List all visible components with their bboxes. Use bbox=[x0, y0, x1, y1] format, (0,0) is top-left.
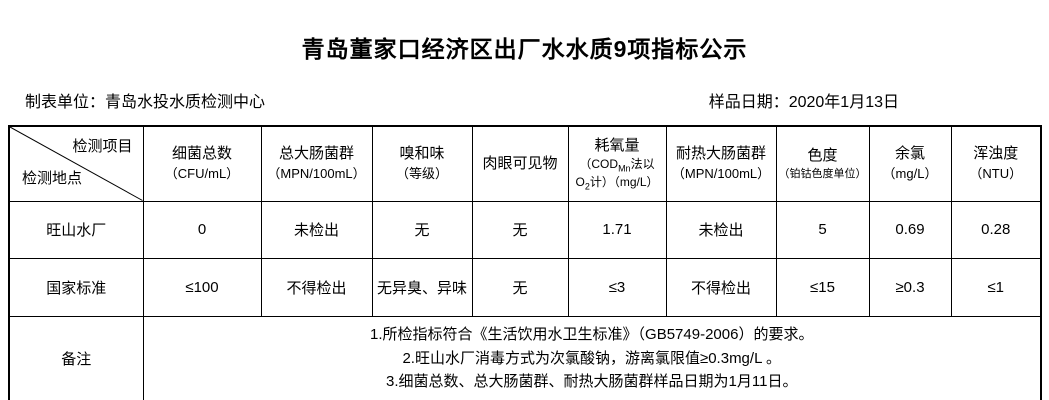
cell-value: 无 bbox=[471, 257, 569, 317]
header-unit: （mg/L） bbox=[882, 166, 938, 182]
header-cell-total-coliform: 总大肠菌群 （MPN/100mL） bbox=[260, 125, 373, 202]
header-title: 浑浊度 bbox=[973, 145, 1019, 163]
cell-value: ≤1 bbox=[950, 257, 1042, 317]
meta-row: 制表单位：青岛水投水质检测中心 样品日期：2020年1月13日 bbox=[25, 88, 899, 112]
header-unit: （等级） bbox=[395, 166, 448, 182]
header-unit: （CODMn法以 bbox=[579, 156, 655, 173]
cell-value: 5 bbox=[775, 200, 870, 259]
prepared-by-text: 制表单位：青岛水投水质检测中心 bbox=[25, 94, 266, 111]
header-cell-turbidity: 浑浊度 （NTU） bbox=[950, 125, 1042, 202]
header-unit: （NTU） bbox=[969, 166, 1023, 182]
header-title: 嗅和味 bbox=[399, 145, 445, 163]
header-title: 耗氧量 bbox=[594, 136, 640, 154]
header-cell-thermotolerant-coliform: 耐热大肠菌群 （MPN/100mL） bbox=[665, 125, 777, 202]
cell-value: ≤100 bbox=[142, 257, 262, 317]
header-unit: （MPN/100mL） bbox=[267, 166, 366, 182]
cell-value: 0 bbox=[142, 200, 262, 259]
cell-value: 无异臭、异味 bbox=[371, 257, 473, 317]
cell-value: 不得检出 bbox=[260, 257, 373, 317]
header-title: 肉眼可见物 bbox=[482, 154, 558, 172]
cell-value: 未检出 bbox=[665, 200, 777, 259]
header-row: 检测项目 检测地点 细菌总数 （CFU/mL） 总大肠菌群 （MPN/100mL… bbox=[8, 125, 1042, 202]
cell-value: 无 bbox=[371, 200, 473, 259]
header-cell-visible-matter: 肉眼可见物 bbox=[471, 125, 569, 202]
table-row-wangshan-plant: 旺山水厂 0 未检出 无 无 1.71 未检出 5 0.69 0.28 bbox=[8, 200, 1042, 259]
header-title: 色度 bbox=[807, 146, 838, 164]
cell-value: ≤3 bbox=[567, 257, 667, 317]
cell-value: 0.69 bbox=[868, 200, 952, 259]
sample-date-text: 样品日期：2020年1月13日 bbox=[708, 94, 899, 111]
header-unit: O2计）（mg/L） bbox=[575, 174, 659, 192]
remarks-label: 备注 bbox=[8, 315, 144, 400]
cell-value: 未检出 bbox=[260, 200, 373, 259]
remark-line: 1.所检指标符合《生活饮用水卫生标准》（GB5749-2006）的要求。 bbox=[370, 326, 814, 344]
header-cell-chroma: 色度 （铂钴色度单位） bbox=[775, 125, 870, 202]
table-row-remarks: 备注 1.所检指标符合《生活饮用水卫生标准》（GB5749-2006）的要求。 … bbox=[8, 315, 1042, 400]
remark-line: 3.细菌总数、总大肠菌群、耐热大肠菌群样品日期为1月11日。 bbox=[386, 372, 798, 390]
water-quality-table: 检测项目 检测地点 细菌总数 （CFU/mL） 总大肠菌群 （MPN/100mL… bbox=[8, 125, 1042, 400]
header-unit: （铂钴色度单位） bbox=[778, 167, 867, 180]
header-title: 余氯 bbox=[894, 145, 925, 163]
corner-label-items: 检测项目 bbox=[72, 138, 133, 155]
cell-value: ≥0.3 bbox=[868, 257, 952, 317]
header-title: 耐热大肠菌群 bbox=[675, 145, 766, 163]
cell-value: 1.71 bbox=[567, 200, 667, 259]
header-title: 总大肠菌群 bbox=[278, 145, 354, 163]
corner-label-location: 检测地点 bbox=[22, 169, 83, 187]
header-cell-odor-taste: 嗅和味 （等级） bbox=[371, 125, 473, 202]
row-label: 国家标准 bbox=[8, 257, 144, 317]
row-label: 旺山水厂 bbox=[8, 200, 144, 259]
header-cell-bacteria-count: 细菌总数 （CFU/mL） bbox=[142, 125, 262, 202]
corner-cell: 检测项目 检测地点 bbox=[8, 125, 144, 202]
header-cell-residual-chlorine: 余氯 （mg/L） bbox=[868, 125, 952, 202]
cell-value: 不得检出 bbox=[665, 257, 777, 317]
header-cell-oxygen-consumption: 耗氧量 （CODMn法以 O2计）（mg/L） bbox=[567, 125, 667, 202]
header-unit: （CFU/mL） bbox=[164, 166, 240, 182]
header-title: 细菌总数 bbox=[171, 145, 232, 163]
page-title: 青岛董家口经济区出厂水水质9项指标公示 bbox=[301, 36, 748, 62]
diagonal-line bbox=[10, 127, 143, 201]
cell-value: 无 bbox=[471, 200, 569, 259]
table-row-national-standard: 国家标准 ≤100 不得检出 无异臭、异味 无 ≤3 不得检出 ≤15 ≥0.3… bbox=[8, 257, 1042, 317]
remarks-content: 1.所检指标符合《生活饮用水卫生标准》（GB5749-2006）的要求。 2.旺… bbox=[142, 315, 1042, 400]
cell-value: ≤15 bbox=[775, 257, 870, 317]
cell-value: 0.28 bbox=[950, 200, 1042, 259]
remark-line: 2.旺山水厂消毒方式为次氯酸钠，游离氯限值≥0.3mg/L 。 bbox=[402, 349, 782, 367]
header-unit: （MPN/100mL） bbox=[671, 166, 771, 182]
